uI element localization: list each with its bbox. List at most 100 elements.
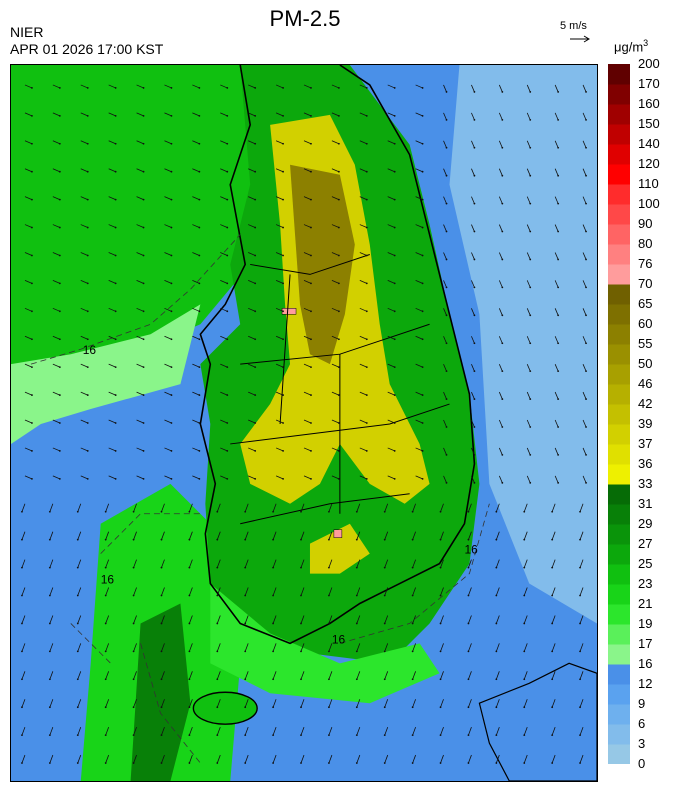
wind-arrow-icon [498, 84, 503, 93]
wind-arrow-head-icon [282, 366, 284, 369]
colorbar-tick-label: 29 [638, 516, 653, 531]
wind-arrow-head-icon [114, 87, 117, 89]
wind-arrow-head-icon [495, 734, 498, 737]
wind-arrow-icon [136, 84, 144, 89]
wind-arrow-icon [468, 643, 472, 652]
wind-arrow-head-icon [132, 734, 135, 737]
wind-arrow-icon [443, 419, 447, 428]
wind-arrow-icon [443, 252, 447, 260]
wind-arrow-icon [415, 447, 423, 452]
wind-arrow-icon [272, 587, 277, 596]
wind-arrow-head-icon [21, 622, 23, 625]
wind-arrow-icon [108, 391, 116, 396]
wind-arrow-head-icon [365, 477, 368, 480]
wind-arrow-head-icon [579, 594, 581, 597]
wind-arrow-head-icon [142, 366, 145, 369]
wind-arrow-icon [359, 224, 367, 228]
wind-arrow-icon [415, 224, 423, 228]
colorbar-tick-label: 21 [638, 596, 653, 611]
wind-arrow-head-icon [104, 510, 107, 513]
wind-arrow-icon [498, 308, 503, 316]
wind-arrow-head-icon [86, 477, 89, 480]
wind-arrow-icon [275, 307, 284, 312]
wind-arrow-icon [523, 754, 528, 764]
colorbar-segment [608, 644, 630, 665]
wind-arrow-head-icon [114, 366, 117, 369]
wind-arrow-icon [220, 224, 228, 228]
wind-arrow-head-icon [282, 477, 284, 480]
wind-arrow-icon [551, 531, 556, 540]
wind-arrow-icon [192, 335, 200, 340]
wind-arrow-head-icon [467, 762, 470, 764]
colorbar-tick-label: 70 [638, 276, 653, 291]
colorbar-segment [608, 704, 630, 725]
wind-arrow-icon [164, 475, 172, 480]
wind-arrow-icon [52, 391, 60, 396]
wind-arrow-head-icon [393, 254, 396, 257]
wind-arrow-head-icon [557, 342, 560, 345]
wind-arrow-icon [331, 168, 340, 173]
wind-arrow-head-icon [579, 510, 581, 513]
wind-arrow-head-icon [226, 338, 229, 341]
wind-arrow-icon [248, 307, 256, 312]
wind-arrow-head-icon [142, 226, 145, 229]
wind-arrow-icon [384, 699, 389, 708]
wind-arrow-icon [24, 307, 33, 312]
wind-arrow-icon [80, 168, 88, 173]
wind-arrow-head-icon [114, 226, 117, 229]
wind-arrow-icon [275, 84, 284, 89]
wind-arrow-head-icon [421, 198, 424, 201]
wind-arrow-head-icon [439, 650, 442, 653]
wind-arrow-icon [303, 307, 312, 312]
wind-arrow-head-icon [142, 422, 145, 424]
wind-arrow-icon [471, 112, 475, 121]
wind-arrow-icon [21, 587, 26, 596]
wind-arrow-head-icon [585, 454, 587, 456]
wind-arrow-icon [582, 419, 587, 428]
wind-arrow-icon [189, 587, 193, 596]
wind-arrow-head-icon [337, 87, 340, 89]
wind-arrow-head-icon [501, 91, 504, 93]
wind-arrow-head-icon [393, 477, 396, 480]
wind-arrow-icon [52, 196, 60, 200]
colorbar-tick-label: 55 [638, 336, 653, 351]
wind-arrow-icon [582, 447, 587, 456]
wind-arrow-icon [244, 503, 249, 512]
wind-arrow-head-icon [411, 678, 414, 681]
wind-arrow-head-icon [282, 254, 284, 257]
wind-arrow-icon [303, 224, 312, 228]
colorbar-segment [608, 164, 630, 185]
wind-arrow-head-icon [114, 422, 117, 424]
wind-arrow-head-icon [21, 594, 23, 597]
wind-arrow-head-icon [337, 282, 340, 285]
wind-arrow-head-icon [160, 566, 163, 569]
wind-arrow-icon [471, 475, 475, 483]
wind-arrow-head-icon [160, 622, 163, 625]
wind-arrow-head-icon [445, 286, 448, 289]
wind-arrow-head-icon [76, 706, 79, 709]
wind-arrow-icon [356, 671, 361, 680]
colorbar-tick-label: 27 [638, 536, 653, 551]
wind-arrow-head-icon [48, 538, 51, 541]
wind-arrow-icon [189, 559, 193, 568]
wind-arrow-head-icon [272, 622, 275, 625]
wind-arrow-icon [80, 419, 88, 424]
wind-arrow-icon [440, 727, 444, 736]
wind-arrow-head-icon [501, 146, 504, 149]
wind-arrow-icon [189, 671, 193, 680]
wind-arrow-head-icon [272, 566, 275, 569]
wind-arrow-head-icon [355, 566, 358, 569]
wind-arrow-head-icon [355, 622, 358, 625]
wind-arrow-icon [220, 419, 228, 424]
wind-arrow-head-icon [76, 650, 79, 653]
wind-arrow-head-icon [393, 114, 396, 117]
wind-arrow-head-icon [501, 398, 504, 400]
wind-arrow-head-icon [58, 366, 61, 369]
wind-arrow-head-icon [467, 678, 470, 681]
wind-arrow-head-icon [473, 202, 476, 205]
wind-arrow-icon [582, 112, 587, 121]
wind-arrow-icon [579, 727, 584, 736]
colorbar-tick-label: 39 [638, 416, 653, 431]
wind-arrow-icon [526, 168, 531, 176]
wind-arrow-head-icon [21, 762, 23, 764]
